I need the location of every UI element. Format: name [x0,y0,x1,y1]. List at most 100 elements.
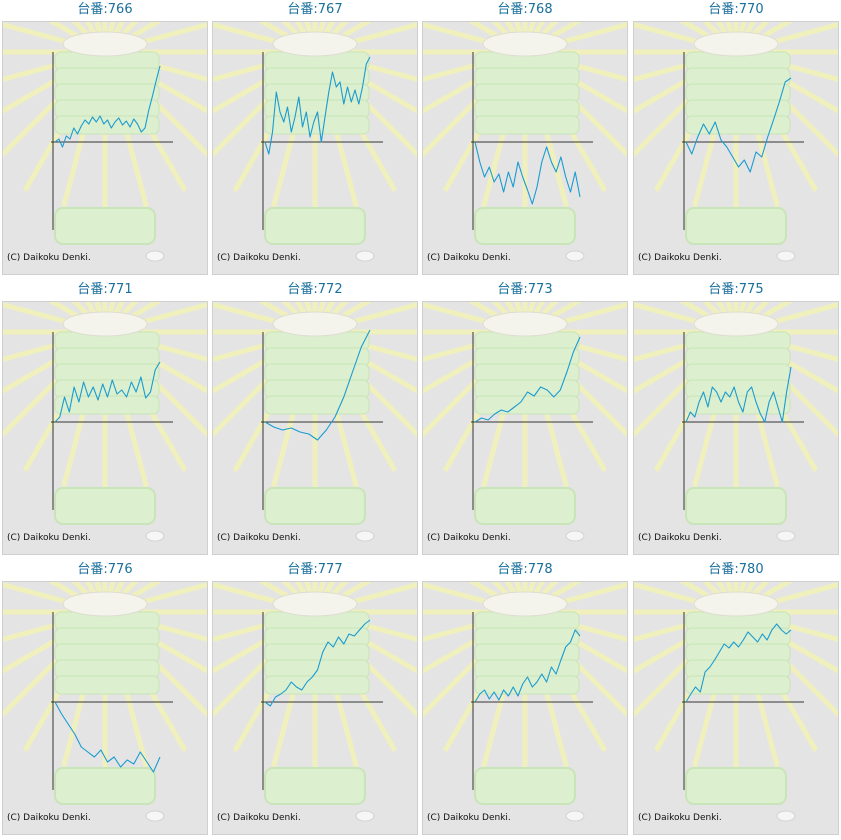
chart-cell: 台番:775 (C) Daikoku Denki. [631,280,841,560]
chart-cell: 台番:766 (C) Daikoku Denki. [0,0,210,280]
copyright-text: (C) Daikoku Denki. [638,533,722,543]
background-coin [355,250,375,262]
series-line [474,629,581,703]
chart-svg [423,582,627,822]
chart-cell: 台番:772 (C) Daikoku Denki. [210,280,420,560]
copyright-text: (C) Daikoku Denki. [217,533,301,543]
background-illustration [264,31,375,262]
copyright-text: (C) Daikoku Denki. [7,813,91,823]
background-box [54,767,156,805]
chart-panel: (C) Daikoku Denki. [2,301,208,555]
background-ray [312,302,336,334]
series-line [685,623,792,703]
background-ray [504,22,528,54]
background-coin [145,530,165,542]
background-illustration [474,31,585,262]
background-ray [504,582,528,614]
series-line [54,361,161,423]
chart-title: 台番:766 [77,2,133,17]
chart-panel: (C) Daikoku Denki. [212,581,418,835]
background-coin [776,810,796,822]
background-ray [312,302,326,333]
background-ray [84,582,108,614]
chart-svg [634,302,838,542]
background-ray [304,582,318,613]
background-box [54,487,156,525]
copyright-text: (C) Daikoku Denki. [427,533,511,543]
chart-cell: 台番:773 (C) Daikoku Denki. [420,280,630,560]
background-illustration [54,31,165,262]
chart-svg [213,302,417,542]
chart-svg [634,582,838,822]
copyright-text: (C) Daikoku Denki. [638,253,722,263]
chart-panel: (C) Daikoku Denki. [422,21,628,275]
background-ray [294,22,318,54]
background-ray [514,582,528,613]
background-ray [84,22,108,54]
background-tray [264,67,370,87]
series-line [54,701,161,773]
background-ray [304,302,318,333]
background-ray [522,582,536,613]
series-line [685,77,792,173]
background-tray [474,627,580,647]
background-top [62,591,148,617]
background-ray [102,22,116,53]
background-ray [294,302,318,334]
series-line [264,56,371,155]
background-ray [102,582,126,614]
chart-svg [3,582,207,822]
chart-panel: (C) Daikoku Denki. [422,581,628,835]
background-ray [94,582,108,613]
copyright-text: (C) Daikoku Denki. [427,253,511,263]
background-tray [264,395,370,415]
background-ray [102,22,126,54]
background-ray [715,302,739,334]
chart-panel: (C) Daikoku Denki. [633,301,839,555]
background-ray [304,22,318,53]
background-tray [54,643,160,663]
chart-title: 台番:778 [497,562,553,577]
background-ray [522,22,546,54]
background-box [264,487,366,525]
chart-cell: 台番:767 (C) Daikoku Denki. [210,0,420,280]
chart-cell: 台番:776 (C) Daikoku Denki. [0,560,210,840]
background-tray [54,363,160,383]
background-tray [264,83,370,103]
background-tray [685,627,791,647]
background-tray [54,659,160,679]
background-top [482,311,568,337]
background-tray [685,675,791,695]
background-top [62,31,148,57]
chart-cell: 台番:780 (C) Daikoku Denki. [631,560,841,840]
background-tray [685,83,791,103]
chart-title: 台番:770 [708,2,764,17]
chart-svg [3,302,207,542]
background-coin [776,530,796,542]
chart-cell: 台番:768 (C) Daikoku Denki. [420,0,630,280]
background-ray [94,302,108,333]
background-top [693,591,779,617]
chart-panel: (C) Daikoku Denki. [633,581,839,835]
background-tray [54,627,160,647]
background-box [685,767,787,805]
background-tray [474,67,580,87]
series-line [474,336,581,423]
background-top [272,31,358,57]
background-box [54,207,156,245]
chart-svg [213,582,417,822]
series-line [264,619,371,707]
background-coin [776,250,796,262]
chart-panel: (C) Daikoku Denki. [633,21,839,275]
chart-title: 台番:771 [77,282,133,297]
background-tray [264,643,370,663]
background-ray [102,302,126,334]
series-line [474,141,581,205]
background-ray [733,302,747,333]
background-illustration [685,31,796,262]
background-top [482,31,568,57]
chart-svg [634,22,838,262]
background-top [272,591,358,617]
background-tray [685,363,791,383]
